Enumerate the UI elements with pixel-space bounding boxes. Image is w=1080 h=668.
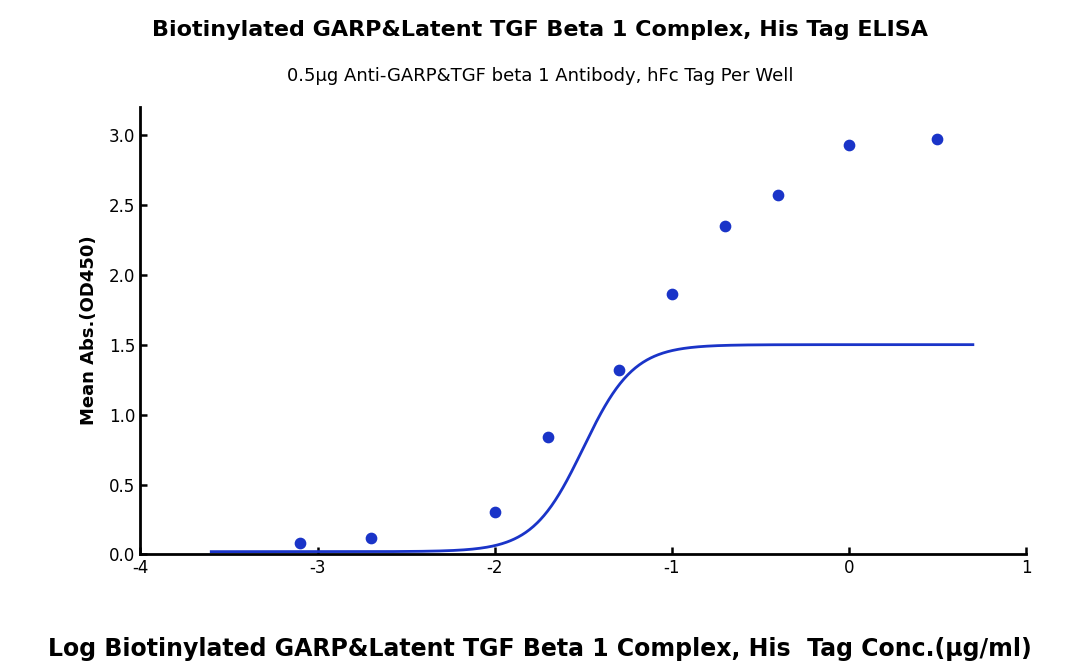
Point (610, 365, 627, 375)
Point (486, 507, 503, 518)
Y-axis label: Mean Abs.(OD450): Mean Abs.(OD450) (80, 236, 98, 426)
Point (840, 140, 858, 150)
Point (292, 538, 309, 548)
Text: Biotinylated GARP&Latent TGF Beta 1 Complex, His Tag ELISA: Biotinylated GARP&Latent TGF Beta 1 Comp… (152, 20, 928, 40)
Text: Log Biotinylated GARP&Latent TGF Beta 1 Complex, His  Tag Conc.(μg/ml): Log Biotinylated GARP&Latent TGF Beta 1 … (49, 637, 1031, 661)
Point (716, 220, 733, 231)
Point (663, 289, 680, 300)
Point (769, 190, 786, 200)
Point (539, 432, 556, 442)
Point (362, 532, 379, 543)
Point (929, 134, 946, 144)
Text: 0.5μg Anti-GARP&TGF beta 1 Antibody, hFc Tag Per Well: 0.5μg Anti-GARP&TGF beta 1 Antibody, hFc… (287, 67, 793, 85)
